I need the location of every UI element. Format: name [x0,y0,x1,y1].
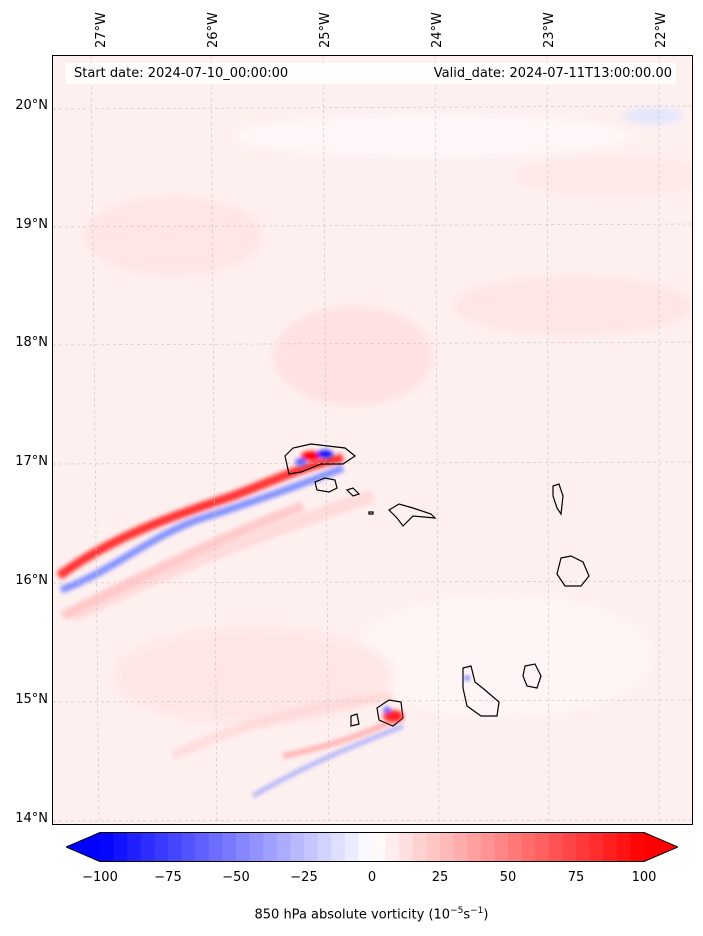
colorbar-segment [603,832,618,862]
island-santa-luzia [345,487,361,497]
colorbar-tick-label: 75 [567,870,585,885]
colorbar-tick-label: −100 [82,870,118,885]
colorbar-segment [426,832,441,862]
colorbar-segment [480,832,495,862]
colorbar-segment [576,832,591,862]
colorbar-segment [195,832,210,862]
lat-label-18n: 18°N [15,335,48,350]
lon-label-23w: 23°W [542,12,557,48]
colorbar-segment [222,832,237,862]
colorbar-segment [562,832,577,862]
island-sal [552,483,564,516]
colorbar-segment [154,832,169,862]
colorbar-segment [208,832,223,862]
colorbar-segment [276,832,291,862]
colorbar-max-extend [644,832,678,862]
colorbar-segment [494,832,509,862]
colorbar-segment [589,832,604,862]
island-vorticity [295,450,470,722]
colorbar-segment [317,832,332,862]
colorbar-tick-label: 50 [499,870,517,885]
colorbar-tick-label: 0 [367,870,377,885]
colorbar-segment [399,832,414,862]
shear-line-south [69,489,405,798]
islands [284,443,590,727]
colorbar-segment [236,832,251,862]
colorbar-segment [168,832,183,862]
colorbar-segment [304,832,319,862]
colorbar-segment [412,832,427,862]
island-santo-antao [284,443,357,475]
colorbar-segment [331,832,346,862]
vorticity-map [53,56,692,824]
colorbar-segment [290,832,305,862]
colorbar-tick-label: −25 [290,870,318,885]
lon-label-27w: 27°W [94,12,109,48]
colorbar-label: 850 hPa absolute vorticity (10−5s−1) [254,906,489,923]
colorbar-segment [100,832,115,862]
colorbar-segment [372,832,387,862]
colorbar-segment [113,832,128,862]
lat-label-17n: 17°N [15,454,48,469]
lat-label-14n: 14°N [15,811,48,826]
map-panel[interactable] [52,55,693,825]
colorbar-segment [344,832,359,862]
colorbar-segment [548,832,563,862]
lon-label-22w: 22°W [654,12,669,48]
colorbar-segment [467,832,482,862]
colorbar-segment [630,832,645,862]
colorbar-outline [66,832,678,862]
lat-label-20n: 20°N [15,98,48,113]
colorbar-segment [521,832,536,862]
colorbar-segment [140,832,155,862]
lat-label-19n: 19°N [15,217,48,232]
valid-date-label: Valid_date: 2024-07-11T13:00:00.00 [433,66,672,81]
island-brava [350,713,360,727]
lon-label-26w: 26°W [206,12,221,48]
lat-label-16n: 16°N [15,573,48,588]
island-small [368,511,374,515]
colorbar-segment [535,832,550,862]
lon-label-24w: 24°W [430,12,445,48]
colorbar-tick-label: −75 [154,870,182,885]
colorbar-segment [127,832,142,862]
colorbar [66,832,678,862]
start-date-label: Start date: 2024-07-10_00:00:00 [74,66,289,81]
lon-label-25w: 25°W [318,12,333,48]
gridlines [53,56,692,824]
colorbar-segment [508,832,523,862]
colorbar-tick-label: 25 [431,870,449,885]
island-fogo [376,699,404,727]
colorbar-segment [358,832,373,862]
colorbar-segment [453,832,468,862]
colorbar-segment [385,832,400,862]
colorbar-segment [263,832,278,862]
island-boa-vista [556,555,590,587]
island-sao-vicente [314,477,338,493]
colorbar-segment [181,832,196,862]
colorbar-min-extend [66,832,100,862]
colorbar-segment [249,832,264,862]
colorbar-segment [440,832,455,862]
date-annotation-box [66,63,676,84]
island-sao-nicolau [388,503,437,527]
colorbar-tick-label: −50 [222,870,250,885]
island-santiago [462,665,500,717]
island-maio [522,663,542,689]
colorbar-tick-label: 100 [631,870,657,885]
colorbar-segment [616,832,631,862]
lat-label-15n: 15°N [15,692,48,707]
